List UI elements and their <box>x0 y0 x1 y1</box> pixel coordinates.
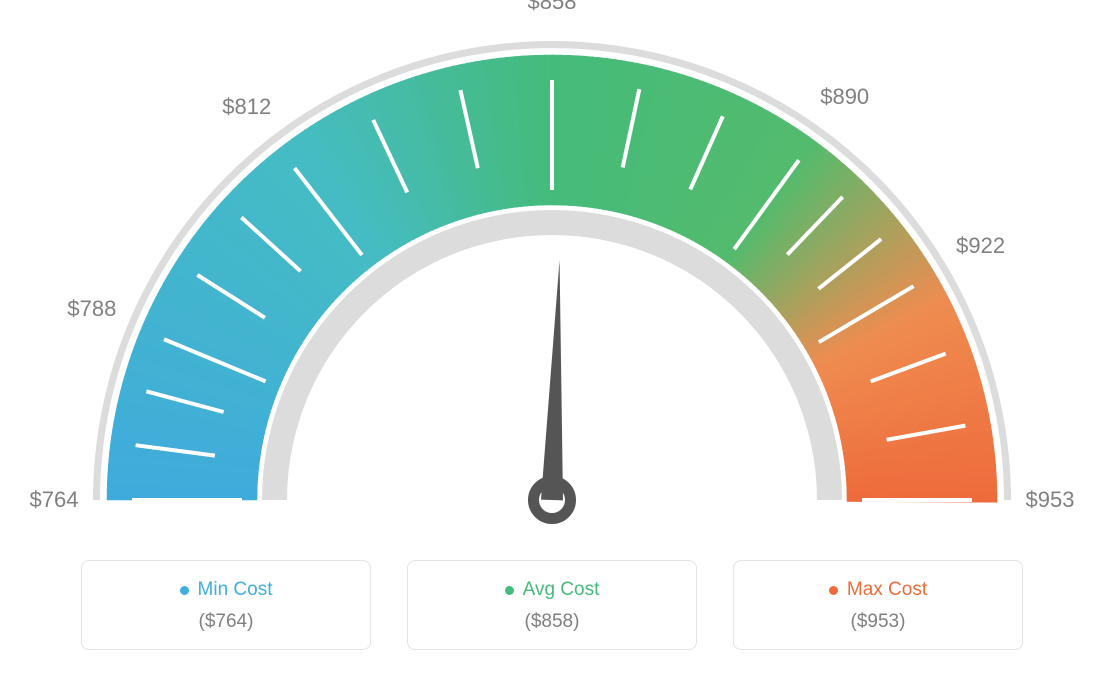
legend-title-text: Avg Cost <box>523 579 600 601</box>
legend-title-text: Min Cost <box>198 579 273 601</box>
legend-value: ($953) <box>742 611 1014 633</box>
gauge-tick-label: $922 <box>956 233 1005 259</box>
gauge-chart: $764 $788 $812 $858 $890 $922 $953 <box>0 0 1104 560</box>
gauge-needle <box>541 260 563 500</box>
legend-title: Avg Cost <box>505 579 600 601</box>
legend-row: Min Cost ($764) Avg Cost ($858) Max Cost ($95… <box>0 560 1104 650</box>
legend-card: Avg Cost ($858) <box>407 560 697 650</box>
legend-title-text: Max Cost <box>847 579 927 601</box>
gauge-tick-label: $764 <box>30 487 79 513</box>
legend-title: Min Cost <box>180 579 273 601</box>
gauge-tick-label: $953 <box>1026 487 1075 513</box>
gauge-svg <box>0 0 1104 560</box>
gauge-tick-label: $890 <box>820 84 869 110</box>
gauge-tick-label: $812 <box>222 94 271 120</box>
legend-card: Max Cost ($953) <box>733 560 1023 650</box>
legend-value: ($858) <box>416 611 688 633</box>
legend-dot-icon <box>829 586 838 595</box>
legend-title: Max Cost <box>829 579 927 601</box>
legend-dot-icon <box>180 586 189 595</box>
gauge-tick-label: $788 <box>67 296 116 322</box>
legend-value: ($764) <box>90 611 362 633</box>
legend-dot-icon <box>505 586 514 595</box>
gauge-tick-label: $858 <box>528 0 577 15</box>
legend-card: Min Cost ($764) <box>81 560 371 650</box>
